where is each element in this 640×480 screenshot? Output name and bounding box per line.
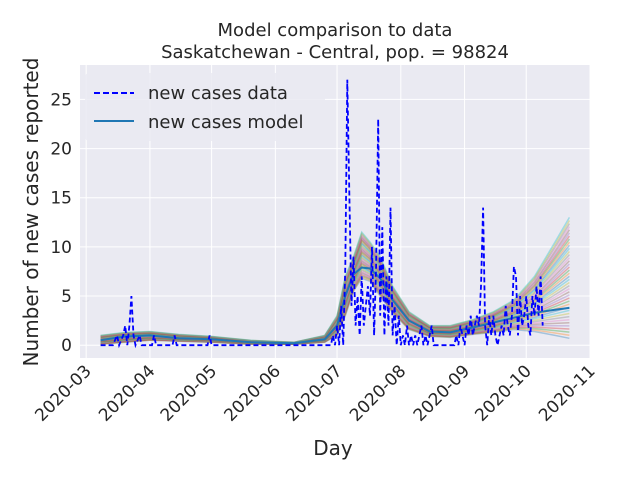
y-tick-label: 15 [50, 189, 72, 209]
x-tick-label: 2020-03 [31, 361, 95, 425]
model-ensemble-curve [100, 245, 570, 344]
x-tick-label: 2020-05 [157, 361, 221, 425]
x-tick-label: 2020-06 [221, 361, 285, 425]
x-tick-label: 2020-09 [410, 361, 474, 425]
series-line-new-cases-data [100, 79, 544, 349]
model-ensemble-curve [100, 267, 570, 345]
model-ensemble-curve [100, 273, 570, 345]
x-tick-label: 2020-10 [471, 361, 535, 425]
model-ensemble-curve [100, 240, 570, 344]
series-group [100, 79, 570, 349]
x-tick-label: 2020-08 [346, 361, 410, 425]
y-axis-label: Number of new cases reported [19, 58, 43, 367]
chart-subtitle: Saskatchewan - Central, pop. = 98824 [161, 42, 509, 63]
model-ensemble-curve [100, 217, 571, 344]
model-ensemble-curve [100, 238, 571, 344]
model-ensemble-curve [100, 223, 571, 344]
model-ensemble-curve [100, 275, 570, 345]
legend-label-data: new cases data [148, 83, 288, 104]
model-ensemble-curve [100, 246, 570, 344]
model-ensemble-curve [100, 269, 570, 345]
model-ensemble-curve [100, 243, 570, 344]
model-ensemble-curve [100, 263, 570, 345]
model-ensemble-curve [100, 235, 571, 344]
model-ensemble-curve [100, 241, 570, 344]
chart-title: Model comparison to data [218, 20, 453, 41]
model-ensemble-curve [100, 276, 570, 345]
model-ensemble-curve [100, 277, 570, 345]
x-tick-label: 2020-04 [95, 361, 159, 425]
y-tick-label: 5 [61, 287, 72, 307]
legend-label-model: new cases model [148, 112, 303, 133]
model-ensemble-curve [100, 226, 571, 344]
y-tick-label: 10 [50, 238, 72, 258]
model-ensemble-curve [100, 242, 570, 344]
model-ensemble-curve [100, 220, 571, 344]
x-tick-label: 2020-07 [282, 361, 346, 425]
model-ensemble-curve [100, 232, 571, 344]
model-ensemble-curve [100, 229, 571, 344]
x-tick-label: 2020-11 [535, 361, 599, 425]
y-tick-label: 0 [61, 336, 72, 356]
legend: new cases data new cases model [85, 73, 325, 141]
y-tick-labels: 0 5 10 15 20 25 [50, 90, 72, 356]
series-line-new-cases-model [100, 266, 570, 345]
model-ensemble-curve [100, 266, 570, 345]
model-ensemble-curve [100, 270, 570, 345]
x-axis-label: Day [313, 436, 353, 460]
y-tick-label: 20 [50, 140, 72, 160]
model-ensemble-curve [100, 272, 570, 345]
model-ensemble-curve [100, 271, 570, 345]
legend-frame [85, 73, 325, 141]
y-tick-label: 25 [50, 90, 72, 110]
